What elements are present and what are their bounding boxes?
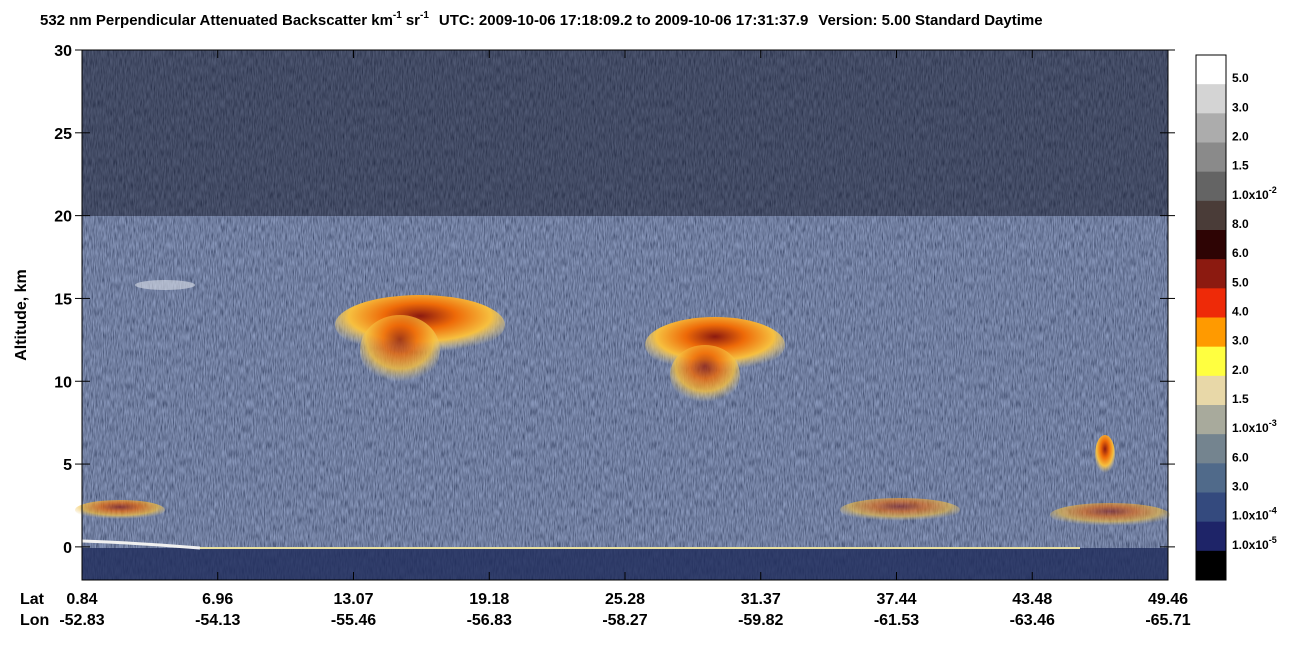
x-tick-label: -63.46 (1010, 612, 1055, 629)
colorbar-swatch (1196, 171, 1226, 202)
x-tick-label: 25.28 (605, 591, 645, 608)
colorbar-swatch (1196, 375, 1226, 406)
y-axis-label: Altitude, km (13, 269, 30, 361)
x-tick-label: -55.46 (331, 612, 376, 629)
colorbar-label: 3.0 (1232, 334, 1249, 348)
colorbar-label-text: 1.0x10 (1232, 188, 1269, 202)
colorbar-frame (1195, 54, 1227, 581)
x-tick-label: 6.96 (202, 591, 233, 608)
x-tick-label: 19.18 (469, 591, 509, 608)
colorbar-label: 2.0 (1232, 130, 1249, 144)
colorbar-swatch (1196, 288, 1226, 318)
colorbar-label: 1.0x10-4 (1232, 506, 1277, 523)
colorbar-label-text: 1.0x10 (1232, 509, 1269, 523)
title-part: sr (406, 12, 420, 29)
y-tick-label: 10 (54, 374, 72, 391)
colorbar-swatch (1196, 521, 1226, 552)
colorbar-swatch (1196, 492, 1226, 523)
colorbar-swatch (1196, 346, 1226, 377)
colorbar-label: 1.0x10-3 (1232, 418, 1277, 435)
colorbar-label: 5.0 (1232, 275, 1249, 289)
colorbar-swatch (1196, 113, 1226, 143)
colorbar-label-sup: -5 (1269, 535, 1277, 545)
x-tick-label: 31.37 (741, 591, 781, 608)
title-part: Version: 5.00 Standard Daytime (818, 12, 1042, 29)
colorbar-label: 1.0x10-5 (1232, 535, 1277, 552)
colorbar-label: 1.5 (1232, 159, 1249, 173)
colorbar-label: 3.0 (1232, 480, 1249, 494)
x-tick-label: -58.27 (602, 612, 647, 629)
x-tick-label: -56.83 (467, 612, 512, 629)
colorbar-label-text: 1.0x10 (1232, 421, 1269, 435)
y-tick-label: 30 (54, 43, 72, 60)
colorbar-label: 6.0 (1232, 246, 1249, 260)
y-tick-label: 0 (63, 540, 72, 557)
x-tick-label: -52.83 (59, 612, 104, 629)
colorbar-swatch (1196, 463, 1226, 493)
colorbar-label-text: 1.0x10 (1232, 538, 1269, 552)
colorbar-label: 6.0 (1232, 450, 1249, 464)
x-tick-label: 0.84 (66, 591, 97, 608)
y-tick-label: 25 (54, 126, 72, 143)
colorbar-label: 1.5 (1232, 392, 1249, 406)
x-tick-label: 37.44 (876, 591, 916, 608)
x-row-name: Lon (20, 612, 49, 629)
colorbar-label: 5.0 (1232, 71, 1249, 85)
colorbar-swatch (1196, 317, 1226, 348)
colorbar-label: 3.0 (1232, 100, 1249, 114)
colorbar-swatch (1196, 84, 1226, 114)
x-tick-label: -54.13 (195, 612, 240, 629)
plot-image (75, 50, 1170, 580)
colorbar-swatch (1196, 550, 1226, 581)
y-tick-label: 20 (54, 209, 72, 226)
colorbar-swatch (1196, 434, 1226, 464)
x-tick-label: -59.82 (738, 612, 783, 629)
colorbar-swatch (1196, 230, 1226, 260)
colorbar-swatch (1196, 142, 1226, 173)
x-tick-label: 13.07 (333, 591, 373, 608)
y-tick-label: 15 (54, 291, 72, 308)
colorbar-label-sup: -3 (1269, 418, 1277, 428)
colorbar-swatch (1196, 405, 1226, 435)
colorbar-label: 1.0x10-2 (1232, 185, 1277, 202)
colorbar-swatch (1196, 200, 1226, 231)
colorbar-swatch (1196, 55, 1226, 85)
y-tick-label: 5 (63, 457, 72, 474)
x-tick-label: -65.71 (1145, 612, 1190, 629)
colorbar-label: 8.0 (1232, 217, 1249, 231)
colorbar-label: 4.0 (1232, 305, 1249, 319)
x-tick-label: 49.46 (1148, 591, 1188, 608)
title-part: UTC: 2009-10-06 17:18:09.2 to 2009-10-06… (439, 12, 808, 29)
title-sup: -1 (420, 10, 429, 21)
x-tick-label: -61.53 (874, 612, 919, 629)
x-row-name: Lat (20, 591, 45, 608)
title-sup: -1 (393, 10, 402, 21)
x-tick-label: 43.48 (1012, 591, 1052, 608)
colorbar-label-sup: -2 (1269, 185, 1277, 195)
colorbar-label-sup: -4 (1269, 506, 1277, 516)
colorbar-label: 2.0 (1232, 363, 1249, 377)
colorbar-swatch (1196, 259, 1226, 289)
title-part: 532 nm Perpendicular Attenuated Backscat… (40, 12, 393, 29)
chart-title: 532 nm Perpendicular Attenuated Backscat… (40, 10, 1043, 29)
